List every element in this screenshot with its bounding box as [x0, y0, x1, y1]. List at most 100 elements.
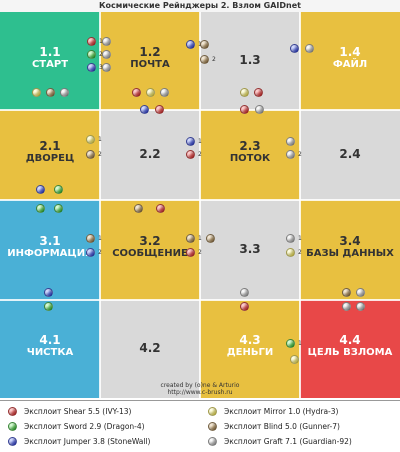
- exploit-slot-number: 1: [98, 235, 102, 242]
- map-cell-2-2[interactable]: 2.2: [100, 110, 200, 200]
- yellow-exploit-icon[interactable]: [146, 88, 155, 97]
- grid-line: [0, 299, 400, 301]
- red-exploit-icon[interactable]: [240, 105, 249, 114]
- exploit-slot-number: 2: [198, 151, 202, 158]
- green-exploit-icon[interactable]: [54, 204, 63, 213]
- blue-exploit-icon[interactable]: [186, 137, 195, 146]
- brown-exploit-icon[interactable]: [200, 40, 209, 49]
- exploit-slot-number: 1: [298, 235, 302, 242]
- grid-line: [299, 12, 301, 398]
- legend-item: Эксплоит Graft 7.1 (Guardian-92): [208, 435, 398, 448]
- map-cell-3-1[interactable]: 3.1 ИНФОРМАЦИЯ: [0, 200, 100, 300]
- blue-exploit-icon[interactable]: [86, 248, 95, 257]
- brown-exploit-icon[interactable]: [86, 150, 95, 159]
- exploit-slot-number: 1: [198, 41, 202, 48]
- blue-exploit-icon[interactable]: [44, 288, 53, 297]
- cell-number: 3.4: [339, 234, 361, 248]
- brown-exploit-icon[interactable]: [206, 234, 215, 243]
- cell-name: ПОТОК: [229, 153, 271, 164]
- map-cell-4-1[interactable]: 4.1 ЧИСТКА: [0, 300, 100, 398]
- blue-exploit-icon[interactable]: [290, 44, 299, 53]
- map-cell-1-3[interactable]: 1.3: [200, 12, 300, 110]
- gray-exploit-icon[interactable]: [255, 105, 264, 114]
- grid-line: [199, 12, 201, 398]
- green-exploit-icon[interactable]: [54, 185, 63, 194]
- gray-exploit-icon[interactable]: [356, 302, 365, 311]
- green-exploit-icon[interactable]: [36, 204, 45, 213]
- cell-name: ЧИСТКА: [26, 347, 74, 358]
- gray-exploit-icon[interactable]: [342, 302, 351, 311]
- yellow-exploit-icon[interactable]: [86, 135, 95, 144]
- red-exploit-icon[interactable]: [240, 302, 249, 311]
- cell-number: 1.3: [239, 53, 261, 67]
- yellow-exploit-icon[interactable]: [286, 248, 295, 257]
- green-exploit-icon[interactable]: [286, 339, 295, 348]
- gray-exploit-icon[interactable]: [102, 37, 111, 46]
- yellow-exploit-icon[interactable]: [32, 88, 41, 97]
- cell-number: 3.2: [139, 234, 161, 248]
- brown-exploit-icon: [208, 422, 217, 431]
- hack-map-board: Космические Рейнджеры 2. Взлом GAIDnet 1…: [0, 0, 400, 398]
- exploit-slot-number: 2: [99, 51, 103, 58]
- blue-exploit-icon[interactable]: [87, 63, 96, 72]
- map-cell-2-3[interactable]: 2.3 ПОТОК: [200, 110, 300, 200]
- yellow-exploit-icon: [208, 407, 217, 416]
- red-exploit-icon[interactable]: [254, 88, 263, 97]
- brown-exploit-icon[interactable]: [134, 204, 143, 213]
- gray-exploit-icon[interactable]: [60, 88, 69, 97]
- red-exploit-icon[interactable]: [186, 150, 195, 159]
- gray-exploit-icon[interactable]: [356, 288, 365, 297]
- green-exploit-icon[interactable]: [87, 50, 96, 59]
- legend-label: Эксплоит Sword 2.9 (Dragon-4): [24, 422, 145, 431]
- map-cell-3-3[interactable]: 3.3: [200, 200, 300, 300]
- map-cell-3-2[interactable]: 3.2 СООБЩЕНИЕ: [100, 200, 200, 300]
- gray-exploit-icon[interactable]: [286, 137, 295, 146]
- map-title: Космические Рейнджеры 2. Взлом GAIDnet: [0, 0, 400, 12]
- red-exploit-icon[interactable]: [186, 248, 195, 257]
- map-cell-2-4[interactable]: 2.4: [300, 110, 400, 200]
- brown-exploit-icon[interactable]: [186, 234, 195, 243]
- map-cell-4-3[interactable]: 4.3 ДЕНЬГИ: [200, 300, 300, 398]
- yellow-exploit-icon[interactable]: [290, 355, 299, 364]
- credits-url: http://www.c-brush.ru: [167, 389, 233, 396]
- gray-exploit-icon[interactable]: [286, 150, 295, 159]
- cell-number: 4.2: [139, 341, 161, 355]
- blue-exploit-icon[interactable]: [186, 40, 195, 49]
- cell-number: 3.1: [39, 234, 61, 248]
- gray-exploit-icon[interactable]: [102, 50, 111, 59]
- legend-label: Эксплоит Jumper 3.8 (StoneWall): [24, 437, 151, 446]
- gray-exploit-icon[interactable]: [102, 63, 111, 72]
- cell-name: СООБЩЕНИЕ: [112, 248, 188, 259]
- cell-number: 1.4: [339, 45, 361, 59]
- green-exploit-icon: [8, 422, 17, 431]
- gray-exploit-icon[interactable]: [160, 88, 169, 97]
- exploit-slot-number: 2: [298, 151, 302, 158]
- gray-exploit-icon[interactable]: [286, 234, 295, 243]
- blue-exploit-icon[interactable]: [36, 185, 45, 194]
- red-exploit-icon: [8, 407, 17, 416]
- legend-item: Эксплоит Blind 5.0 (Gunner-7): [208, 420, 398, 433]
- map-cell-4-2[interactable]: 4.2: [100, 300, 200, 398]
- red-exploit-icon[interactable]: [155, 105, 164, 114]
- legend-label: Эксплоит Mirror 1.0 (Hydra-3): [224, 407, 339, 416]
- blue-exploit-icon[interactable]: [140, 105, 149, 114]
- red-exploit-icon[interactable]: [87, 37, 96, 46]
- gray-exploit-icon[interactable]: [240, 288, 249, 297]
- brown-exploit-icon[interactable]: [46, 88, 55, 97]
- legend-item: Эксплоит Sword 2.9 (Dragon-4): [8, 420, 198, 433]
- red-exploit-icon[interactable]: [156, 204, 165, 213]
- map-cell-2-1[interactable]: 2.1 ДВОРЕЦ: [0, 110, 100, 200]
- brown-exploit-icon[interactable]: [86, 234, 95, 243]
- map-cell-3-4[interactable]: 3.4 БАЗЫ ДАННЫХ: [300, 200, 400, 300]
- brown-exploit-icon[interactable]: [342, 288, 351, 297]
- map-cell-4-4[interactable]: 4.4 ЦЕЛЬ ВЗЛОМА: [300, 300, 400, 398]
- red-exploit-icon[interactable]: [132, 88, 141, 97]
- green-exploit-icon[interactable]: [44, 302, 53, 311]
- cell-number: 2.3: [239, 139, 261, 153]
- exploit-slot-number: 2: [98, 151, 102, 158]
- cell-number: 1.2: [139, 45, 161, 59]
- map-cell-1-4[interactable]: 1.4 ФАЙЛ: [300, 12, 400, 110]
- gray-exploit-icon[interactable]: [305, 44, 314, 53]
- yellow-exploit-icon[interactable]: [240, 88, 249, 97]
- brown-exploit-icon[interactable]: [200, 55, 209, 64]
